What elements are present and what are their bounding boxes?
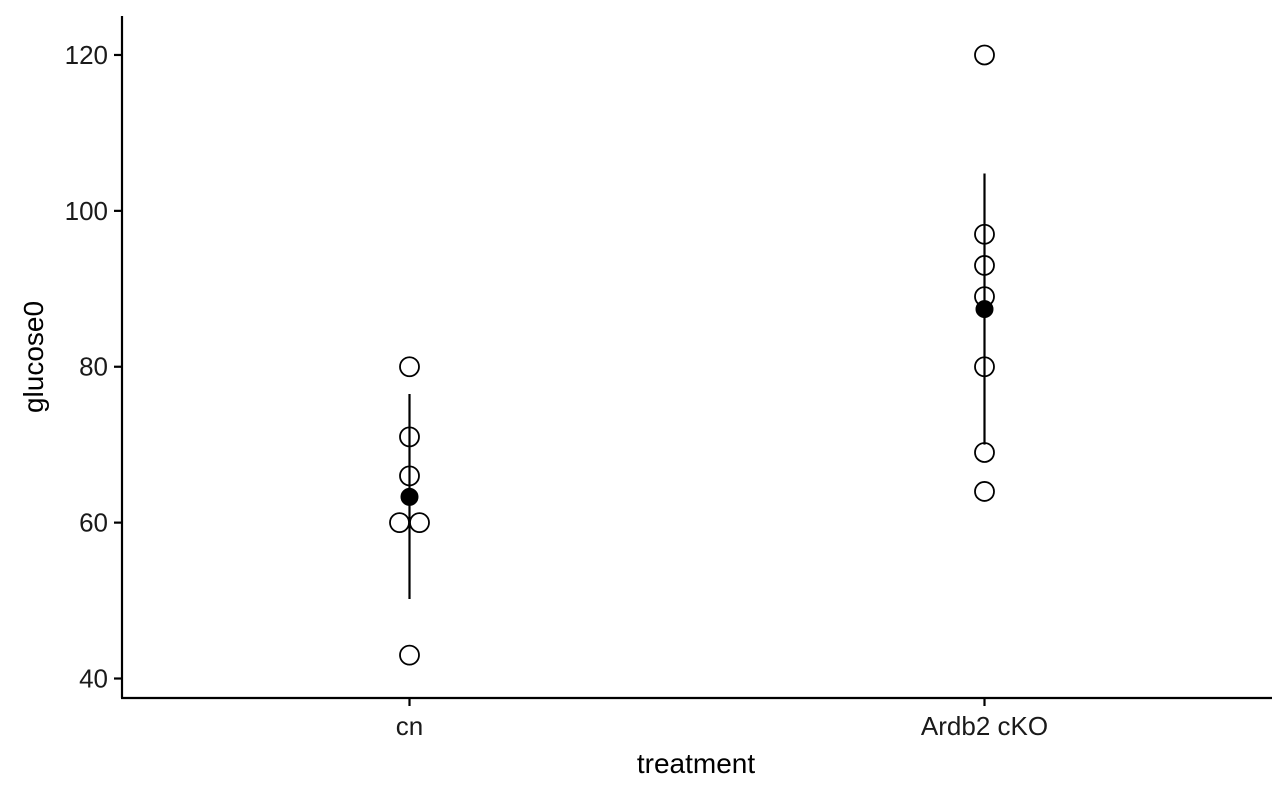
x-tick-label: cn [396, 711, 423, 741]
data-point [389, 512, 410, 534]
mean-point [975, 300, 994, 319]
y-tick-label: 40 [79, 664, 108, 694]
y-tick-label: 120 [65, 40, 108, 70]
y-tick-label: 100 [65, 196, 108, 226]
data-point [974, 481, 995, 502]
y-tick-label: 80 [79, 352, 108, 382]
x-axis-title: treatment [637, 748, 755, 779]
x-axis: cn Ardb2 cKO [121, 696, 1272, 741]
x-tick-label: Ardb2 cKO [921, 711, 1048, 741]
plot-marks [389, 44, 995, 666]
data-point [399, 356, 420, 378]
data-point [399, 644, 420, 666]
y-axis: 40 60 80 100 120 [65, 16, 124, 698]
mean-point [400, 487, 419, 506]
data-point [974, 442, 995, 463]
data-point [409, 512, 430, 534]
y-axis-title: glucose0 [18, 301, 49, 413]
y-tick-label: 60 [79, 508, 108, 538]
data-point [974, 44, 995, 66]
